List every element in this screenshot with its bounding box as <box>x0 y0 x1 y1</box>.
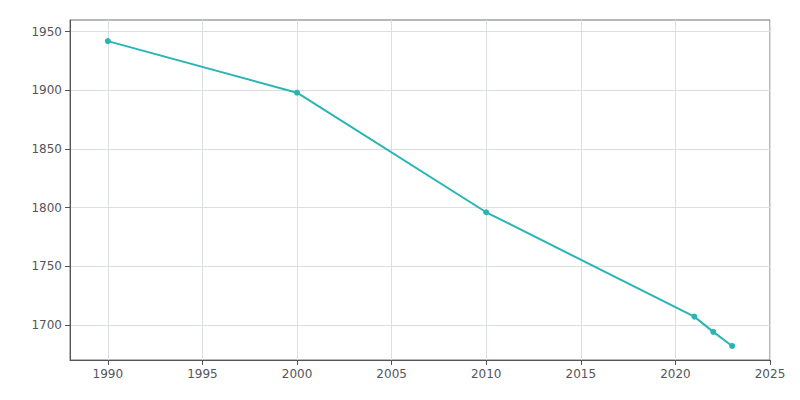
svg-text:2015: 2015 <box>566 367 597 381</box>
svg-text:1700: 1700 <box>31 318 62 332</box>
svg-text:1750: 1750 <box>31 259 62 273</box>
svg-text:1995: 1995 <box>187 367 218 381</box>
svg-text:1950: 1950 <box>31 25 62 39</box>
svg-text:2020: 2020 <box>660 367 691 381</box>
svg-text:1800: 1800 <box>31 201 62 215</box>
svg-text:2010: 2010 <box>471 367 502 381</box>
svg-text:1850: 1850 <box>31 142 62 156</box>
svg-text:2000: 2000 <box>282 367 313 381</box>
svg-text:2005: 2005 <box>376 367 407 381</box>
svg-text:1990: 1990 <box>93 367 124 381</box>
svg-text:2025: 2025 <box>755 367 786 381</box>
svg-text:1900: 1900 <box>31 83 62 97</box>
